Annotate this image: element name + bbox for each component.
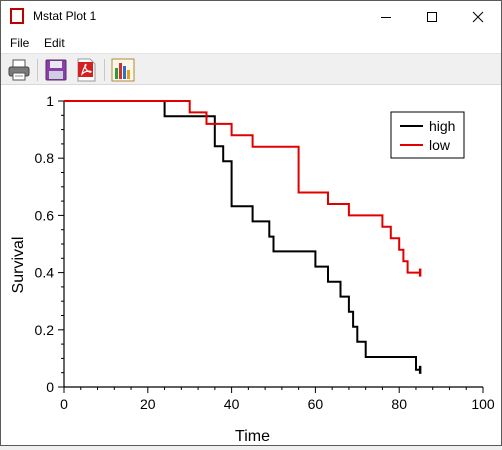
title-bar[interactable]: Mstat Plot 1	[1, 1, 501, 33]
x-tick-label: 100	[471, 396, 495, 412]
maximize-icon	[427, 12, 437, 22]
series-group	[64, 100, 422, 374]
minimize-button[interactable]	[363, 1, 409, 33]
app-icon	[10, 8, 24, 24]
close-icon	[472, 11, 484, 23]
y-tick-label: 0.8	[35, 150, 55, 166]
y-tick-label: 0	[46, 379, 54, 395]
save-icon[interactable]	[44, 58, 68, 82]
axes: 0 0.2 0.4 0.6 0.8 1 0 20 40 60 80 100	[35, 93, 495, 412]
series-line-low	[64, 100, 421, 274]
menu-bar: File Edit	[1, 33, 501, 53]
y-tick-label: 1	[46, 93, 54, 109]
x-axis-label: Time	[235, 428, 270, 445]
y-tick-label: 0.6	[35, 207, 55, 223]
y-axis-label: Survival	[10, 237, 27, 294]
legend-box	[390, 111, 465, 159]
close-button[interactable]	[455, 1, 501, 33]
print-icon[interactable]	[7, 58, 31, 82]
menu-edit[interactable]: Edit	[44, 36, 65, 50]
plot-area: 0 0.2 0.4 0.6 0.8 1 0 20 40 60 80 100 high low Time …	[1, 85, 501, 445]
series-line-high	[64, 100, 421, 371]
x-tick-label: 40	[224, 396, 240, 412]
toolbar	[1, 53, 501, 85]
minimize-icon	[381, 17, 391, 18]
x-tick-label: 20	[140, 396, 156, 412]
legend-label-high: high	[429, 118, 455, 134]
legend-label-low: low	[429, 137, 451, 153]
x-tick-label: 60	[308, 396, 324, 412]
maximize-button[interactable]	[409, 1, 455, 33]
x-tick-label: 0	[60, 396, 68, 412]
y-tick-label: 0.4	[35, 265, 55, 281]
window-title: Mstat Plot 1	[33, 9, 97, 23]
toolbar-separator	[104, 59, 105, 81]
chart-icon[interactable]	[111, 58, 135, 82]
x-tick-label: 80	[391, 396, 407, 412]
pdf-icon[interactable]	[74, 58, 98, 82]
menu-file[interactable]: File	[10, 36, 30, 50]
toolbar-separator	[37, 59, 38, 81]
y-tick-label: 0.2	[35, 322, 55, 338]
legend: high low	[390, 111, 465, 159]
